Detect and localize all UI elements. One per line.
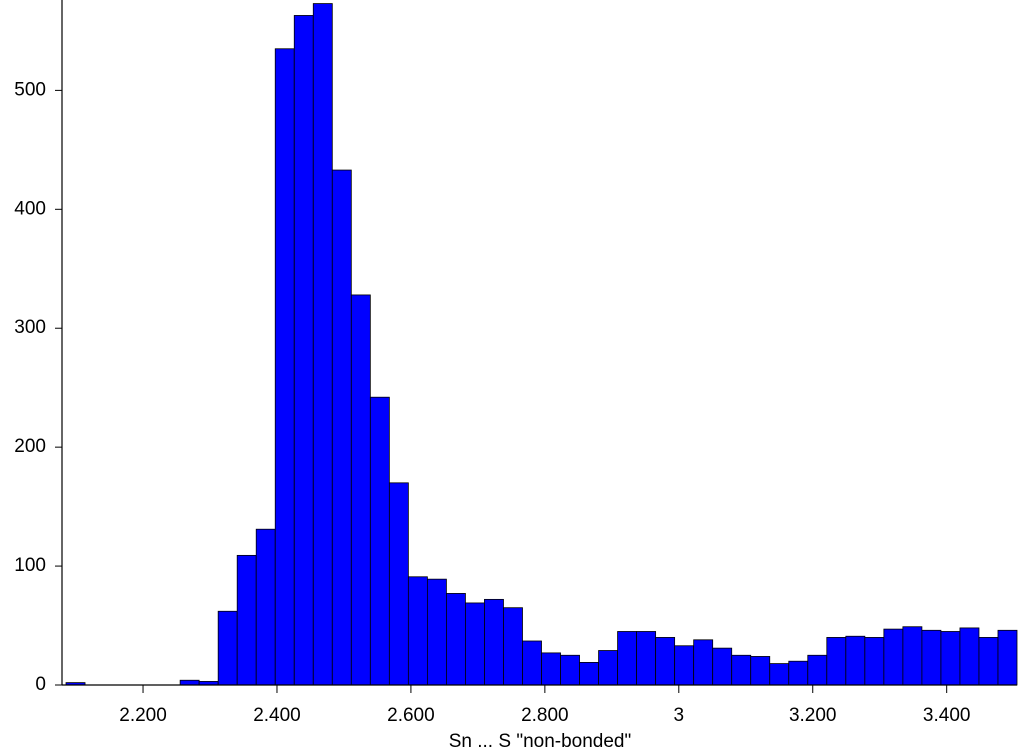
bar bbox=[503, 607, 523, 686]
bar bbox=[959, 627, 980, 686]
bar bbox=[541, 652, 561, 686]
bar bbox=[750, 656, 771, 686]
bar bbox=[674, 645, 695, 686]
bar bbox=[769, 663, 790, 686]
bar bbox=[712, 647, 733, 686]
x-tick-label: 3.200 bbox=[789, 705, 837, 726]
y-tick-label: 100 bbox=[14, 555, 46, 576]
bar bbox=[522, 640, 542, 686]
bar bbox=[845, 635, 866, 686]
bar bbox=[864, 637, 885, 686]
bar bbox=[883, 628, 904, 686]
bar bbox=[617, 631, 638, 686]
x-tick-label: 2.600 bbox=[387, 705, 435, 726]
bar bbox=[636, 631, 657, 686]
x-tick-label: 2.800 bbox=[521, 705, 569, 726]
bar bbox=[997, 629, 1018, 686]
bar bbox=[693, 639, 714, 686]
y-tick-label: 0 bbox=[35, 674, 46, 695]
bar bbox=[407, 576, 428, 686]
bar bbox=[369, 396, 390, 686]
y-tick-label: 400 bbox=[14, 198, 46, 219]
bar bbox=[465, 602, 485, 686]
bar bbox=[655, 637, 676, 686]
x-tick-label: 2.200 bbox=[119, 705, 167, 726]
bar bbox=[255, 528, 276, 686]
bar bbox=[446, 593, 466, 686]
x-tick-label: 3.400 bbox=[923, 705, 971, 726]
bar bbox=[579, 662, 599, 686]
x-tick-label: 2.400 bbox=[253, 705, 301, 726]
bar bbox=[293, 15, 314, 686]
x-axis-label: Sn ... S "non-bonded" bbox=[449, 731, 632, 752]
bar bbox=[179, 679, 200, 686]
bar bbox=[236, 554, 257, 686]
x-tick-label: 3 bbox=[674, 705, 685, 726]
bar bbox=[940, 631, 961, 686]
bar bbox=[978, 637, 999, 686]
y-tick-label: 500 bbox=[14, 79, 46, 100]
bar bbox=[902, 626, 923, 686]
y-tick-label: 200 bbox=[14, 436, 46, 457]
y-tick-label: 300 bbox=[14, 317, 46, 338]
bar bbox=[826, 637, 847, 686]
bar bbox=[560, 654, 580, 686]
bar bbox=[788, 660, 809, 686]
bar bbox=[921, 629, 942, 686]
bar bbox=[274, 48, 295, 686]
bar bbox=[331, 169, 352, 686]
bar bbox=[350, 294, 371, 686]
bar bbox=[807, 654, 828, 686]
bar bbox=[388, 482, 409, 686]
bar bbox=[426, 578, 447, 686]
bar bbox=[598, 650, 618, 686]
bar bbox=[484, 598, 504, 686]
bar bbox=[731, 654, 752, 686]
bar bbox=[312, 3, 333, 686]
bar bbox=[217, 610, 238, 686]
